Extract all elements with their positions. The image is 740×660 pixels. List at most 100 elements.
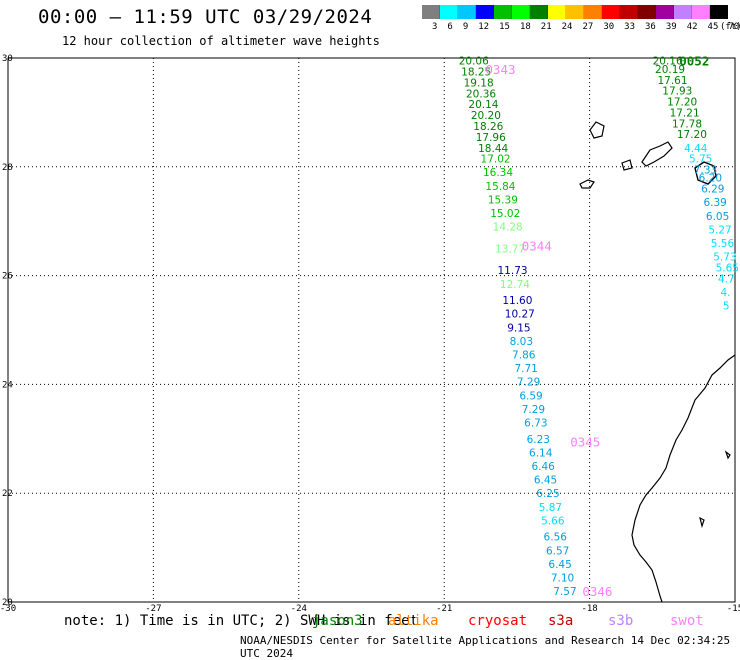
satellite-s3b: s3b [608,613,634,629]
page-subtitle: 12 hour collection of altimeter wave hei… [62,34,380,48]
color-swatch [422,5,440,19]
wave-height-label: 17.20 [667,97,697,109]
wave-height-label: 11.60 [502,295,532,307]
color-label: 24 [561,22,573,32]
wave-height-label: 6.57 [546,545,569,557]
color-label: 30 [603,22,615,32]
wave-height-label: 14.28 [493,222,523,234]
wave-height-label: 5.73 [713,252,736,264]
wave-height-label: 6.25 [536,488,559,500]
wave-height-label: 6.39 [703,197,726,209]
wave-height-label: 17.02 [481,154,511,166]
color-swatches [422,5,728,19]
wave-height-label: 20.16 [653,56,683,68]
credit-line: NOAA/NESDIS Center for Satellite Applica… [240,634,731,660]
wave-height-label: 9.15 [507,322,530,334]
wave-height-label: 5.56 [711,238,735,250]
lon-tick-label: -24 [291,604,307,614]
color-swatch [674,5,692,19]
pass-time-label: 0344 [522,239,552,254]
island-gomera [621,159,633,171]
wave-height-label: 6.20 [699,173,722,185]
coastline-africa [631,354,736,603]
page-title: 00:00 – 11:59 UTC 03/29/2024 [38,6,373,28]
island-hierro [579,179,595,189]
color-label: 6 [447,22,453,32]
wave-height-label: 4.44 [684,143,708,155]
wave-height-label: 7.57 [553,586,576,598]
wave-height-label: 18.44 [478,143,508,155]
wave-height-label: 17.93 [662,86,692,98]
lat-tick-label: 30 [2,54,13,64]
pass-time-label: 0052 [679,54,709,69]
wave-height-label: 20.06 [459,56,489,68]
wave-height-label: 6.23 [527,434,550,446]
wave-height-label: 6.73 [524,417,547,429]
wave-height-label: 6.05 [706,211,729,223]
wave-height-label: 15.39 [488,194,518,206]
wave-height-label: 6.45 [534,475,557,487]
color-swatch [548,5,566,19]
satellite-s3a: s3a [548,613,574,629]
color-label: 39 [665,22,677,32]
wave-height-label: 8.03 [510,336,533,348]
color-swatch [530,5,548,19]
wave-height-label: 6.45 [548,559,571,571]
wave-height-label: 6.46 [531,461,555,473]
island-gran-canaria [694,161,717,185]
color-label: 15 [499,22,510,32]
satellite-jason3: jason3 [312,613,363,629]
wave-height-label: 7.86 [512,349,536,361]
wave-height-label: 19.18 [464,77,494,89]
satellite-cryosat: cryosat [468,613,528,629]
wave-height-label: 7.33 [694,165,717,177]
footer-note: note: 1) Time is in UTC; 2) SWH is in fe… [64,613,419,629]
wave-height-label: 7.29 [517,377,540,389]
island-tenerife [641,141,673,167]
wave-height-label: 12.74 [500,279,530,291]
color-swatch [458,5,476,19]
wave-height-label: 16.34 [483,167,513,179]
lon-tick-label: -27 [145,604,161,614]
color-swatch [620,5,638,19]
wave-height-label: 17.61 [657,75,687,87]
wave-height-label: 5 [723,301,730,313]
coast-islet [724,450,731,460]
color-swatch [656,5,674,19]
color-label: 18 [519,22,531,32]
wave-height-label: 5.87 [539,502,562,514]
island-la-palma [589,121,605,139]
color-swatch [692,5,710,19]
wave-height-label: 18.25 [461,67,491,79]
wave-height-label: 5.66 [541,515,565,527]
wave-height-label: 7.10 [551,573,574,585]
color-label: 27 [582,22,594,32]
pass-time-label: 0343 [485,62,515,77]
lat-tick-label: 26 [2,272,13,282]
wave-height-label: 18.26 [473,121,503,133]
lon-tick-label: -21 [436,604,452,614]
color-swatch [440,5,458,19]
wave-height-label: 5.65 [716,262,739,274]
wave-height-label: 6.56 [544,532,568,544]
wave-height-label: 10.27 [505,309,535,321]
wave-height-label: 17.78 [672,118,702,130]
color-swatch [494,5,512,19]
wave-height-label: 17.21 [670,107,700,119]
color-label: 33 [624,22,636,32]
lon-tick-label: -18 [581,604,597,614]
color-label: 42 [686,22,698,32]
wave-height-label: 7.29 [522,404,545,416]
lat-tick-label: 24 [2,380,13,390]
wave-height-label: 20.14 [468,99,498,111]
color-label: 9 [462,22,469,32]
wave-height-label: 20.19 [655,64,685,76]
color-swatch [602,5,620,19]
color-swatch [710,5,728,19]
color-swatch [476,5,494,19]
wave-height-label: 11.73 [498,265,528,277]
lon-tick-label: -15 [727,604,740,614]
wave-height-label: 6.59 [519,390,542,402]
color-label: 70 [728,22,740,32]
